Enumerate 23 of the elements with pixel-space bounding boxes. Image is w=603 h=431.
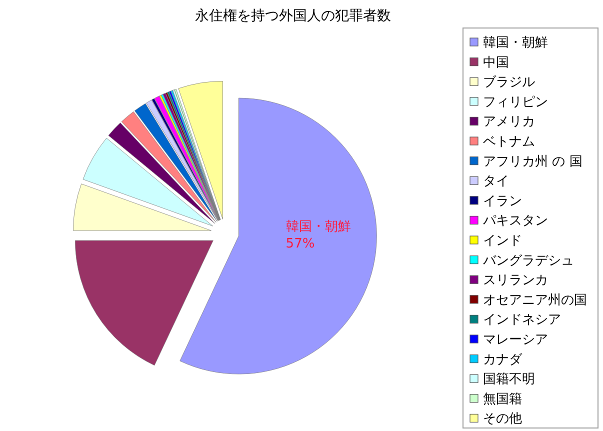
legend-label: インド	[483, 234, 522, 248]
legend-label: ブラジル	[483, 75, 535, 90]
legend-label: イラン	[483, 194, 522, 209]
legend-label: スリランカ	[483, 273, 548, 288]
legend-label: アメリカ	[483, 114, 535, 130]
legend-label: ベトナム	[483, 134, 535, 150]
legend-label: 韓国・朝鮮	[483, 36, 548, 50]
slice-label: 韓国・朝鮮	[286, 220, 351, 235]
legend-label: オセアニア州の国	[483, 292, 587, 308]
legend-label: カナダ	[483, 352, 523, 368]
legend-label: その他	[483, 412, 522, 427]
legend-label: フィリピン	[483, 94, 548, 110]
legend-label: タイ	[483, 174, 509, 190]
legend-label: 無国籍	[483, 392, 522, 407]
legend-label: パキスタン	[482, 214, 548, 229]
legend-label: 国籍不明	[483, 372, 535, 388]
data-label: 57%	[286, 236, 315, 252]
legend-label: マレーシア	[483, 332, 548, 348]
legend-label: 中国	[483, 55, 509, 70]
chart-title: 永住権を持つ外国人の犯罪者数	[195, 8, 391, 24]
legend-label: バングラデシュ	[482, 253, 574, 268]
legend-label: インドネシア	[483, 312, 561, 328]
legend-label: アフリカ州 の 国	[483, 154, 582, 170]
